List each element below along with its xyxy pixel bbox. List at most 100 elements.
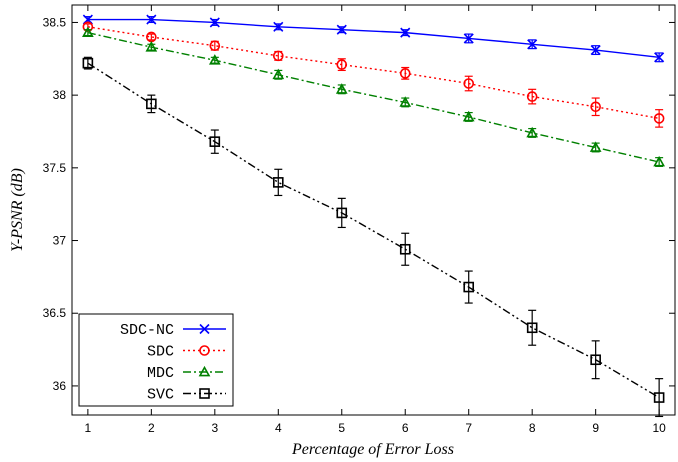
marker-stroke (527, 39, 538, 50)
legend-item-svc-swatch-marker (199, 388, 210, 399)
series-svc (82, 56, 665, 418)
marker-stroke (589, 141, 602, 152)
series-sdc-nc-point (590, 45, 601, 56)
marker-stroke (336, 207, 348, 219)
y-tick-label: 36.5 (43, 306, 67, 320)
marker-stroke (336, 24, 347, 35)
series-sdc-point (209, 40, 221, 52)
marker-stroke (82, 57, 94, 69)
y-tick-label: 37 (53, 234, 67, 248)
series-mdc-point (589, 141, 602, 152)
marker-stroke (199, 388, 210, 399)
x-tick-label: 3 (211, 421, 218, 435)
ticks-layer: 1 2 3 4 5 6 7 8 9 10 36 36.5 37 37.5 38 38.5 (43, 5, 675, 435)
x-tick-label: 5 (338, 421, 345, 435)
series-svc-point (146, 98, 157, 110)
legend-item-mdc: MDC (147, 365, 226, 382)
legend-item-sdc-swatch-marker (199, 345, 210, 356)
series-sdc-nc-point (654, 52, 665, 63)
x-tick-label: 9 (592, 421, 599, 435)
x-tick-label: 2 (148, 421, 155, 435)
marker-stroke (208, 54, 221, 65)
series-sdc-nc-line (87, 18, 660, 59)
marker-stroke (146, 14, 157, 25)
y-tick-label: 38.5 (43, 15, 67, 29)
series-svc-point (209, 136, 221, 147)
series-sdc-nc-point (273, 21, 284, 32)
x-tick-label: 8 (529, 421, 536, 435)
series-mdc-point (653, 155, 665, 167)
series-sdc-nc-point (146, 14, 157, 25)
marker-stroke (590, 101, 601, 113)
plot-frame (71, 4, 676, 416)
series-svc-point (82, 57, 94, 69)
series-sdc-point (463, 78, 475, 89)
marker-stroke (209, 136, 221, 147)
y-axis-title-main: Y-PSNR (9, 200, 26, 251)
legend-item-svc: SVC (147, 387, 226, 404)
y-tick-label: 38 (53, 88, 67, 102)
series-mdc-point (272, 68, 285, 80)
series-sdc-nc-point (400, 27, 411, 38)
marker-stroke (399, 243, 411, 255)
marker-stroke (209, 40, 221, 52)
legend-item-sdc: SDC (147, 344, 226, 361)
marker-stroke (146, 98, 157, 110)
marker-stroke (399, 96, 412, 107)
x-axis-title: Percentage of Error Loss (291, 441, 454, 458)
marker-stroke (272, 50, 284, 62)
series-mdc-point (462, 110, 475, 122)
marker-stroke (335, 83, 348, 94)
series-mdc-point (208, 54, 221, 65)
series-sdc-nc-point (527, 39, 538, 50)
marker-stroke (462, 110, 475, 122)
x-tick-label: 1 (85, 421, 92, 435)
series-svc-point (590, 354, 601, 366)
series-sdc-line (87, 26, 660, 120)
x-tick-label: 4 (275, 421, 282, 435)
y-tick-label: 36 (53, 379, 67, 393)
y-axis-title-unit: (dB) (9, 168, 26, 196)
marker-stroke (590, 354, 601, 366)
series-svc-point (272, 177, 284, 188)
marker-stroke (463, 33, 474, 44)
series-svc-point (336, 207, 348, 219)
series-sdc-point (526, 91, 538, 102)
series-svc-line (87, 62, 660, 399)
series-sdc-point (590, 101, 601, 113)
series-mdc-point (526, 126, 539, 138)
marker-stroke (526, 126, 539, 138)
y-tick-label: 37.5 (43, 161, 67, 175)
x-tick-label: 7 (465, 421, 472, 435)
marker-stroke (654, 52, 665, 63)
series-sdc (82, 21, 665, 128)
series-mdc-point (82, 26, 94, 38)
y-axis-title: Y-PSNR (dB) (9, 168, 26, 252)
legend-item-sdc-nc: SDC-NC (120, 322, 226, 339)
series-sdc-point (399, 68, 411, 79)
legend-item-mdc-label: MDC (147, 365, 174, 382)
series-sdc-point (653, 113, 665, 124)
marker-stroke (400, 27, 411, 38)
series-layer (82, 14, 665, 418)
series-mdc (82, 26, 665, 167)
series-mdc-point (145, 41, 158, 52)
marker-stroke (82, 26, 94, 38)
series-mdc-point (335, 83, 348, 94)
legend-item-svc-label: SVC (147, 387, 174, 404)
marker-stroke (199, 323, 210, 335)
x-tick-label: 6 (402, 421, 409, 435)
series-svc-point (399, 243, 411, 255)
marker-stroke (653, 113, 665, 124)
marker-stroke (336, 59, 348, 70)
series-mdc-point (399, 96, 412, 107)
marker-stroke (272, 177, 284, 188)
series-sdc-nc-point (209, 17, 220, 28)
series-svc-point (653, 392, 665, 403)
series-svc-point (526, 322, 538, 334)
marker-stroke (526, 322, 538, 334)
marker-stroke (209, 17, 220, 28)
legend-item-sdc-nc-label: SDC-NC (120, 322, 174, 339)
